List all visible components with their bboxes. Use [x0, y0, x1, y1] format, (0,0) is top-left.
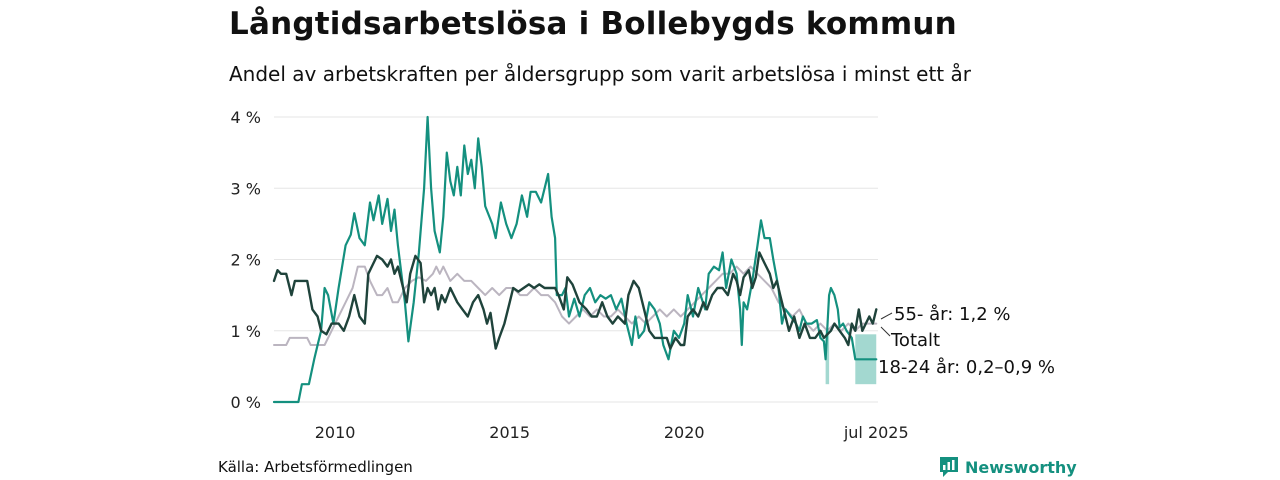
label-connector-total — [880, 326, 891, 337]
newsworthy-logo[interactable]: Newsworthy — [939, 456, 1077, 478]
series-labels: 55- år: 1,2 % Totalt 18-24 år: 0,2–0,9 % — [878, 304, 1055, 378]
y-tick-label: 3 % — [231, 179, 261, 198]
chart-title: Långtidsarbetslösa i Bollebygds kommun — [229, 6, 957, 42]
x-tick-label: jul 2025 — [843, 423, 909, 442]
series-label-18-24: 18-24 år: 0,2–0,9 % — [878, 357, 1055, 378]
chart-subtitle: Andel av arbetskraften per åldersgrupp s… — [229, 62, 971, 86]
series-label-55: 55- år: 1,2 % — [894, 304, 1010, 325]
y-tick-label: 4 % — [231, 108, 261, 127]
x-tick-label: 2010 — [315, 423, 356, 442]
band-segment — [825, 330, 830, 385]
series-line-total — [273, 265, 878, 346]
x-axis-ticks: 2010 2015 2020 jul 2025 — [315, 423, 909, 442]
x-tick-label: 2020 — [664, 423, 705, 442]
newsworthy-logo-text: Newsworthy — [965, 457, 1077, 477]
y-tick-label: 0 % — [231, 393, 261, 412]
label-connector-55 — [880, 312, 893, 320]
newsworthy-logo-icon — [940, 457, 958, 477]
gridlines — [274, 116, 878, 403]
x-tick-label: 2015 — [489, 423, 530, 442]
y-tick-label: 2 % — [231, 251, 261, 270]
source-note: Källa: Arbetsförmedlingen — [218, 458, 413, 476]
y-axis-ticks: 0 % 1 % 2 % 3 % 4 % — [231, 108, 261, 412]
series-label-total: Totalt — [890, 330, 940, 351]
series-line-age-55 — [272, 251, 878, 350]
y-tick-label: 1 % — [231, 322, 261, 341]
series-lines — [272, 115, 878, 404]
